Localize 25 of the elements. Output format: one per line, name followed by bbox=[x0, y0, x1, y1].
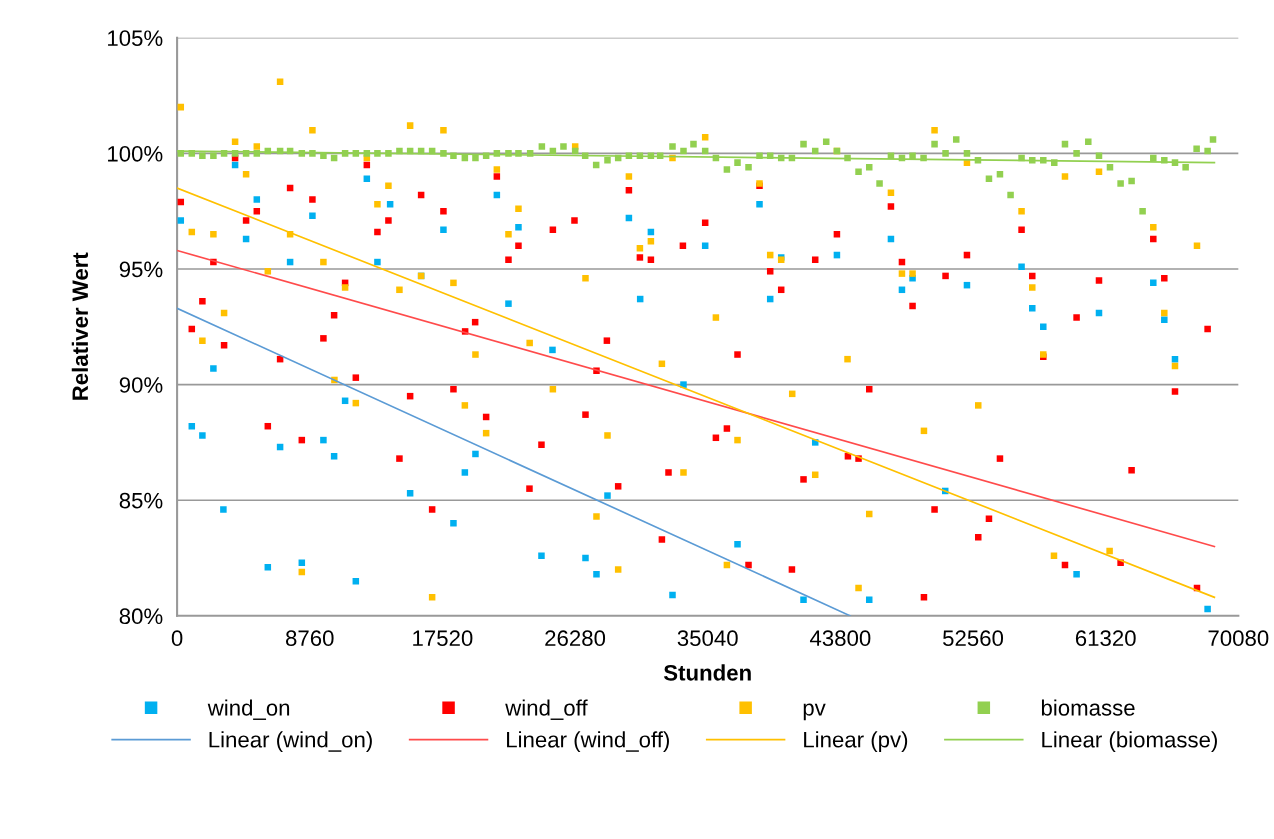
x-axis-title: Stunden bbox=[663, 664, 751, 681]
y-tick-label: 80% bbox=[119, 608, 163, 625]
x-tick-label: 52560 bbox=[943, 630, 1004, 647]
legend-label: Linear (biomasse) bbox=[1042, 731, 1217, 752]
legend-label: Linear (wind_on) bbox=[209, 731, 372, 752]
y-tick-label: 90% bbox=[119, 377, 163, 393]
x-tick-label: 0 bbox=[171, 630, 183, 647]
y-tick-label: 100% bbox=[108, 145, 163, 162]
legend-label: biomasse bbox=[1041, 699, 1135, 716]
y-tick-label: 105% bbox=[108, 30, 163, 47]
y-tick-label: 95% bbox=[119, 261, 163, 278]
legend-label: wind_off bbox=[505, 699, 588, 720]
y-axis-title: Relativer Wert bbox=[71, 252, 89, 400]
legend-label: pv bbox=[803, 703, 826, 721]
legend-label: Linear (pv) bbox=[804, 731, 908, 752]
legend-label: Linear (wind_off) bbox=[507, 731, 669, 752]
x-tick-label: 70080 bbox=[1208, 630, 1269, 647]
x-tick-label: 35040 bbox=[677, 630, 738, 647]
x-tick-label: 26280 bbox=[545, 630, 606, 647]
y-tick-label: 85% bbox=[119, 492, 163, 509]
x-tick-label: 8760 bbox=[285, 630, 334, 647]
legend-label: wind_on bbox=[207, 699, 290, 720]
x-tick-label: 61320 bbox=[1075, 630, 1136, 647]
x-tick-label: 43800 bbox=[809, 630, 871, 647]
x-tick-label: 17520 bbox=[413, 630, 473, 647]
